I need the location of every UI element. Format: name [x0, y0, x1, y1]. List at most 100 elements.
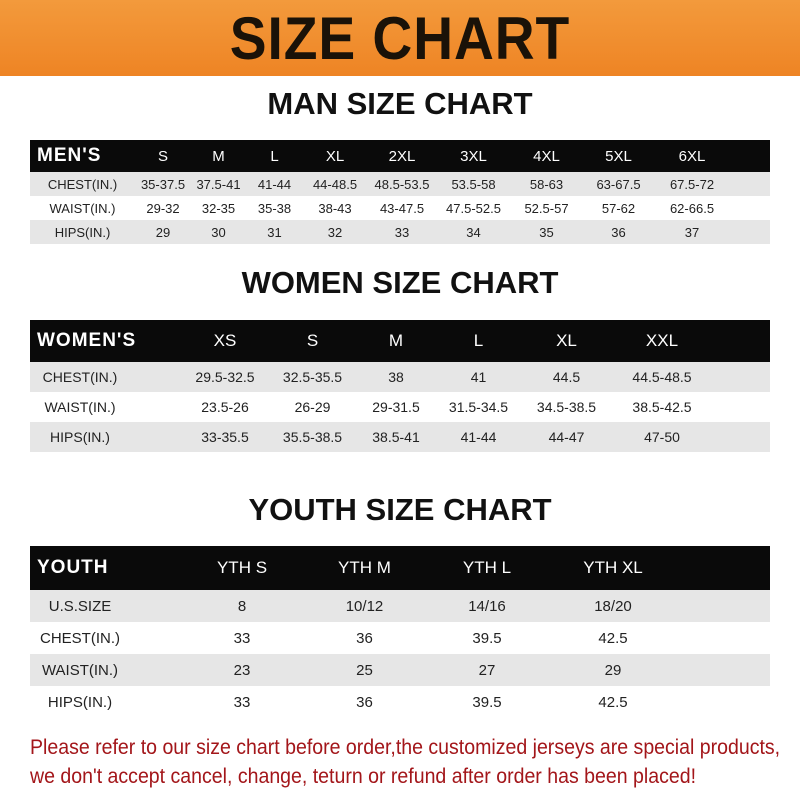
size-column-header: L — [270, 147, 279, 165]
table-corner-label: YOUTH — [37, 557, 109, 578]
row-label: WAIST(IN.) — [41, 661, 119, 679]
table-cell: 32.5-35.5 — [282, 369, 343, 385]
size-column-header: YTH S — [216, 558, 268, 577]
table-cell: 62-66.5 — [669, 200, 715, 216]
table-row: CHEST(IN.) 35-37.5 37.5-41 41-44 44-48.5 48.5… — [30, 172, 770, 196]
row-label: CHEST(IN.) — [47, 176, 118, 192]
size-column-header: XS — [213, 331, 237, 350]
table-cell: 29-32 — [146, 200, 180, 216]
row-label: U.S.SIZE — [48, 597, 112, 615]
order-notice: Please refer to our size chart before or… — [30, 733, 781, 791]
table-row: WAIST(IN.) 29-32 32-35 35-38 38-43 43-47.5 47.… — [30, 196, 770, 220]
table-cell: 67.5-72 — [669, 176, 715, 192]
row-label: HIPS(IN.) — [47, 693, 113, 711]
size-column-header: 3XL — [460, 147, 487, 165]
men-chart-title: MAN SIZE CHART — [267, 86, 533, 121]
size-column-header: YTH M — [338, 558, 391, 577]
table-cell: 41-44 — [460, 429, 497, 445]
women-size-table: WOMEN'S XS S M L XL XXL CHEST(IN.) 29.5-32.5 32.5… — [30, 320, 770, 452]
table-cell: 42.5 — [598, 693, 628, 711]
table-row: CHEST(IN.) 33 36 39.5 42.5 — [30, 622, 770, 654]
table-row: HIPS(IN.) 29 30 31 32 33 34 35 36 37 — [30, 220, 770, 244]
table-cell: 58-63 — [529, 176, 564, 192]
table-cell: 44-47 — [548, 429, 585, 445]
table-cell: 39.5 — [472, 629, 502, 647]
notice-line-1: Please refer to our size chart before or… — [30, 736, 781, 759]
table-cell: 29.5-32.5 — [195, 369, 255, 385]
table-cell: 23.5-26 — [201, 399, 249, 415]
table-cell: 34.5-38.5 — [536, 399, 597, 415]
size-column-header: XXL — [645, 331, 679, 350]
table-cell: 36 — [356, 629, 373, 647]
row-label: CHEST(IN.) — [40, 629, 120, 647]
table-cell: 35.5-38.5 — [282, 429, 343, 445]
table-cell: 36 — [356, 693, 373, 711]
table-header-row: YOUTH YTH S YTH M YTH L YTH XL — [30, 546, 770, 590]
size-column-header: S — [157, 147, 168, 165]
table-header-row: WOMEN'S XS S M L XL XXL — [30, 320, 770, 362]
table-cell: 18/20 — [594, 597, 632, 615]
table-row: HIPS(IN.) 33-35.5 35.5-38.5 38.5-41 41-44 44-… — [30, 422, 770, 452]
row-label: CHEST(IN.) — [42, 369, 118, 385]
table-cell: 35-37.5 — [140, 176, 186, 192]
row-label: WAIST(IN.) — [49, 200, 116, 216]
table-cell: 38.5-41 — [372, 429, 420, 445]
table-row: WAIST(IN.) 23.5-26 26-29 29-31.5 31.5-34.5 34… — [30, 392, 770, 422]
banner-title: SIZE CHART — [229, 4, 571, 72]
table-cell: 29 — [155, 224, 171, 240]
table-cell: 33 — [233, 693, 251, 711]
table-cell: 29 — [604, 661, 622, 679]
table-cell: 38 — [388, 369, 404, 385]
table-cell: 37 — [684, 224, 700, 240]
table-cell: 41 — [470, 369, 487, 385]
size-column-header: XL — [556, 331, 577, 350]
size-column-header: XL — [325, 147, 345, 165]
table-cell: 31.5-34.5 — [448, 399, 509, 415]
table-cell: 35 — [539, 224, 554, 240]
table-cell: 35-38 — [257, 200, 292, 216]
size-column-header: S — [306, 331, 319, 350]
row-label: HIPS(IN.) — [50, 429, 110, 445]
table-cell: 57-62 — [601, 200, 636, 216]
table-cell: 36 — [611, 224, 626, 240]
table-cell: 33-35.5 — [201, 429, 249, 445]
table-cell: 8 — [237, 597, 247, 615]
table-cell: 37.5-41 — [196, 176, 241, 192]
table-cell: 38.5-42.5 — [632, 399, 692, 415]
table-cell: 44.5-48.5 — [632, 369, 692, 385]
table-corner-label: MEN'S — [37, 145, 102, 166]
table-cell: 32 — [327, 224, 343, 240]
table-cell: 10/12 — [345, 597, 384, 615]
size-column-header: M — [212, 147, 225, 165]
table-cell: 63-67.5 — [596, 176, 641, 192]
table-cell: 25 — [356, 661, 373, 679]
table-cell: 47.5-52.5 — [446, 200, 501, 216]
size-column-header: 6XL — [678, 147, 706, 165]
table-cell: 30 — [211, 224, 226, 240]
table-cell: 41-44 — [257, 176, 292, 192]
table-cell: 47-50 — [644, 429, 680, 445]
size-column-header: L — [473, 331, 484, 350]
table-cell: 44.5 — [552, 369, 581, 385]
table-cell: 53.5-58 — [451, 176, 496, 192]
table-cell: 43-47.5 — [379, 200, 425, 216]
table-row: CHEST(IN.) 29.5-32.5 32.5-35.5 38 41 44.5 44.5… — [30, 362, 770, 392]
table-row: WAIST(IN.) 23 25 27 29 — [30, 654, 770, 686]
table-cell: 52.5-57 — [524, 200, 569, 216]
youth-size-table: YOUTH YTH S YTH M YTH L YTH XL U.S.SIZE 8 10/12… — [30, 546, 770, 718]
row-label: HIPS(IN.) — [54, 224, 111, 240]
table-cell: 27 — [478, 661, 496, 679]
table-cell: 33 — [394, 224, 410, 240]
size-column-header: 5XL — [605, 147, 632, 165]
table-cell: 29-31.5 — [372, 399, 420, 415]
table-cell: 42.5 — [598, 629, 628, 647]
table-cell: 14/16 — [468, 597, 506, 615]
size-column-header: M — [388, 331, 404, 350]
table-cell: 33 — [233, 629, 251, 647]
table-cell: 48.5-53.5 — [374, 176, 430, 192]
table-header-row: MEN'S S M L XL 2XL 3XL 4XL 5XL 6XL — [30, 140, 770, 172]
table-cell: 31 — [267, 224, 282, 240]
table-row: HIPS(IN.) 33 36 39.5 42.5 — [30, 686, 770, 718]
table-corner-label: WOMEN'S — [37, 330, 137, 351]
table-cell: 26-29 — [294, 399, 331, 415]
